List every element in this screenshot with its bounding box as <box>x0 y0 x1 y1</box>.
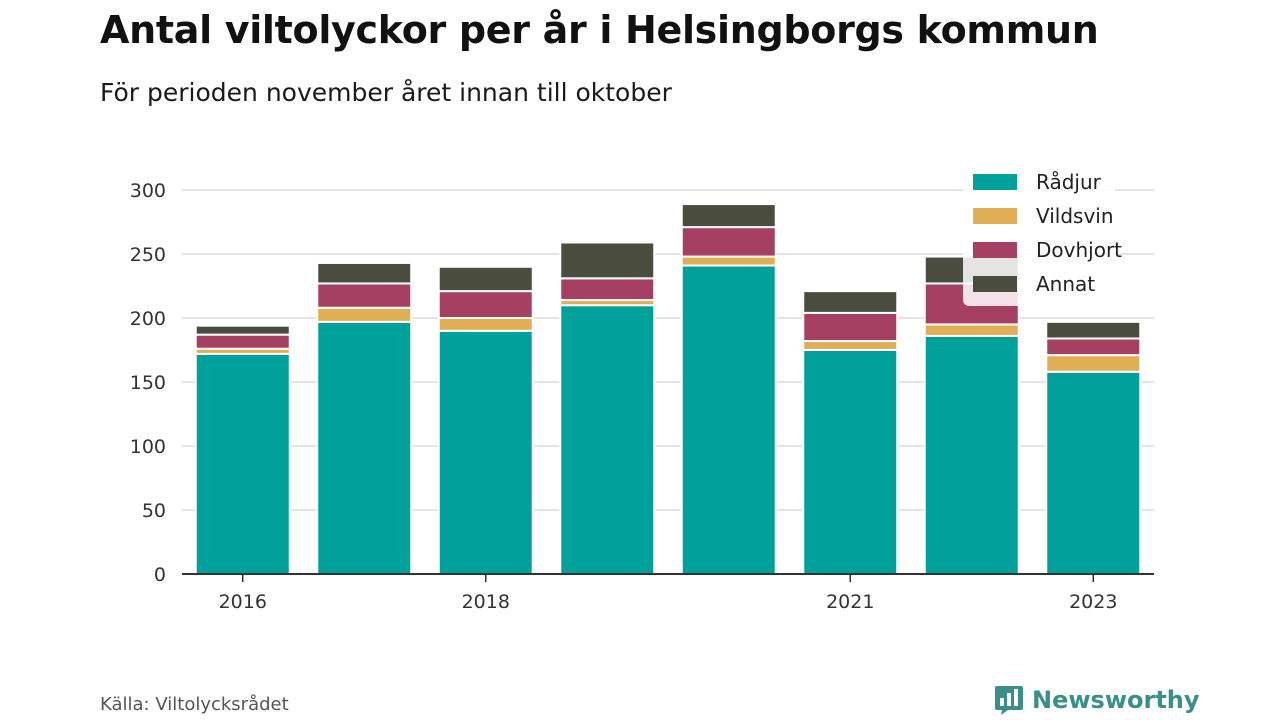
bar-segment-annat <box>437 265 534 293</box>
bar-segment-dovhjort <box>559 277 656 302</box>
y-tick-label: 150 <box>130 372 166 394</box>
bar-segment-vildsvin <box>923 323 1020 337</box>
x-tick-label: 2018 <box>462 591 510 613</box>
bar-segment-annat <box>680 203 777 229</box>
x-tick-label: 2016 <box>219 591 267 613</box>
bar-segment-dovhjort <box>802 311 899 343</box>
bar-segment-vildsvin <box>1045 354 1142 373</box>
bar-segment-rådjur <box>194 352 291 575</box>
bar-segment-annat <box>316 261 413 285</box>
y-tick-label: 250 <box>130 244 166 266</box>
bar-segment-vildsvin <box>437 317 534 332</box>
legend-swatch <box>973 174 1017 190</box>
bar-segment-dovhjort <box>437 290 534 319</box>
bar-segment-rådjur <box>559 304 656 575</box>
x-tick-label: 2023 <box>1069 591 1117 613</box>
y-tick-label: 100 <box>130 436 166 458</box>
chart-subtitle: För perioden november året innan till ok… <box>100 78 672 107</box>
brand-name: Newsworthy <box>1032 686 1200 714</box>
bar-segment-vildsvin <box>680 255 777 267</box>
y-tick-label: 50 <box>142 500 166 522</box>
brand: Newsworthy <box>994 684 1200 716</box>
x-tick-label: 2021 <box>826 591 874 613</box>
bar-segment-vildsvin <box>316 306 413 323</box>
y-axis-ticks: 0 50 100 150 200 250 300 <box>130 180 166 586</box>
legend: Rådjur Vildsvin Dovhjort Annat <box>963 164 1122 306</box>
bars <box>194 203 1142 576</box>
y-tick-label: 200 <box>130 308 166 330</box>
bar-segment-annat <box>802 290 899 314</box>
chart-title: Antal viltolyckor per år i Helsingborgs … <box>100 8 1099 52</box>
legend-swatch <box>973 276 1017 292</box>
bar-segment-vildsvin <box>802 340 899 352</box>
bar-segment-annat <box>1045 320 1142 340</box>
legend-label: Dovhjort <box>1036 238 1122 262</box>
y-tick-label: 0 <box>154 564 166 586</box>
bar-segment-rådjur <box>1045 370 1142 576</box>
legend-label: Annat <box>1036 272 1095 296</box>
bar-segment-dovhjort <box>680 226 777 258</box>
bar-segment-rådjur <box>316 320 413 575</box>
bar-segment-rådjur <box>802 349 899 575</box>
bar-segment-rådjur <box>923 334 1020 576</box>
bar-segment-dovhjort <box>316 282 413 309</box>
legend-background <box>963 164 1115 306</box>
bar-segment-rådjur <box>680 264 777 575</box>
legend-swatch <box>973 242 1017 258</box>
legend-label: Vildsvin <box>1036 204 1114 228</box>
bar-segment-dovhjort <box>194 333 291 350</box>
bar-segment-rådjur <box>437 329 534 575</box>
legend-label: Rådjur <box>1036 170 1102 194</box>
source-note: Källa: Viltolycksrådet <box>100 694 289 715</box>
bar-segment-annat <box>194 324 291 336</box>
newsworthy-logo-icon <box>995 686 1023 715</box>
x-axis-ticks: 2016 2018 2021 2023 <box>219 574 1117 613</box>
bar-segment-dovhjort <box>1045 337 1142 357</box>
y-tick-label: 300 <box>130 180 166 202</box>
bar-segment-annat <box>559 241 656 280</box>
legend-swatch <box>973 208 1017 224</box>
